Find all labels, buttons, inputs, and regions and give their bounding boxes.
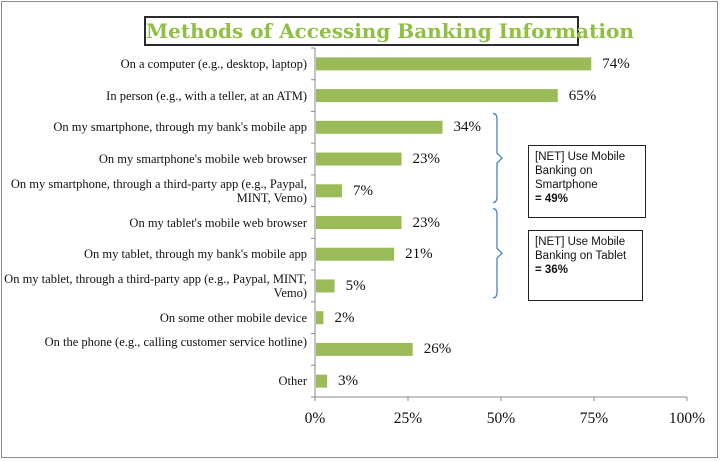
bar — [316, 152, 402, 166]
bar — [316, 57, 592, 71]
net-tablet-box: [NET] Use Mobile Banking on Tablet = 36% — [528, 230, 643, 301]
x-tick-label: 50% — [486, 410, 516, 427]
bar — [316, 247, 395, 261]
net-tablet-text: [NET] Use Mobile Banking on Tablet — [535, 236, 627, 262]
x-tick-label: 0% — [304, 410, 326, 427]
x-tick-label: 100% — [668, 410, 706, 427]
bar-value-label: 23% — [412, 151, 441, 168]
category-label: On a computer (e.g., desktop, laptop) — [120, 56, 307, 71]
category-label: Other — [278, 374, 307, 389]
bar — [316, 279, 335, 293]
bar-value-label: 74% — [602, 55, 630, 72]
bar-value-label: 23% — [412, 214, 441, 231]
bar — [316, 89, 558, 103]
bar-value-label: 65% — [568, 87, 597, 104]
bar — [316, 216, 402, 229]
bar-value-label: 21% — [405, 246, 433, 263]
net-smartphone-text: [NET] Use Mobile Banking on Smartphone — [535, 151, 626, 191]
x-tick-label: 75% — [579, 410, 609, 427]
category-label: On the phone (e.g., calling customer ser… — [44, 335, 307, 350]
category-label: On my smartphone, through a third-party … — [10, 176, 307, 205]
bar-value-label: 2% — [334, 309, 355, 326]
category-label: On some other mobile device — [159, 310, 307, 325]
category-label: On my tablet, through a third-party app … — [4, 271, 307, 300]
bar-value-label: 5% — [345, 277, 366, 294]
chart-title: Methods of Accessing Banking Information — [144, 16, 634, 46]
net-bracket — [492, 207, 503, 299]
bar-value-label: 34% — [453, 119, 481, 136]
bar — [316, 184, 343, 198]
net-smartphone-box: [NET] Use Mobile Banking on Smartphone =… — [528, 145, 646, 218]
category-label: In person (e.g., with a teller, at an AT… — [106, 88, 307, 103]
category-label: On my smartphone's mobile web browser — [98, 152, 307, 167]
net-tablet-value: = 36% — [535, 264, 568, 276]
bar — [316, 120, 443, 134]
net-smartphone-value: = 49% — [535, 193, 568, 205]
category-label: On my tablet, through my bank's mobile a… — [83, 247, 307, 262]
bar-value-label: 3% — [338, 373, 359, 390]
net-bracket — [492, 112, 503, 204]
bar-value-label: 26% — [423, 341, 452, 358]
bar — [316, 374, 328, 388]
category-label: On my tablet's mobile web browser — [129, 215, 307, 230]
category-label: On my smartphone, through my bank's mobi… — [53, 120, 307, 135]
bar — [316, 342, 413, 356]
bar — [316, 311, 324, 325]
bar-value-label: 7% — [353, 182, 374, 199]
x-tick-label: 25% — [393, 410, 423, 427]
